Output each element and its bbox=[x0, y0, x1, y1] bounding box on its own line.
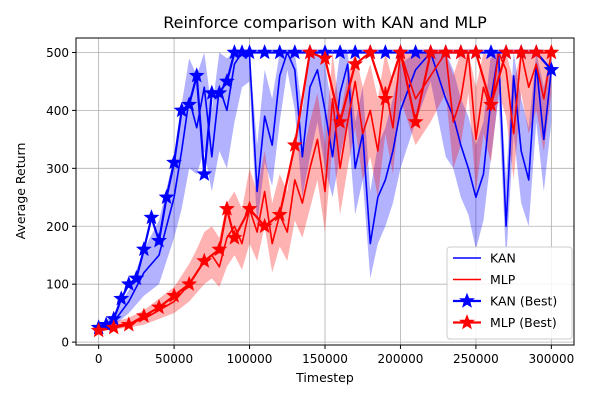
kan-best-point bbox=[113, 290, 130, 306]
mlp-best-point bbox=[513, 44, 530, 60]
mlp-best-point bbox=[483, 96, 499, 112]
mlp-best-point bbox=[181, 275, 198, 291]
y-tick-label: 200 bbox=[46, 220, 69, 234]
mlp-best-point bbox=[256, 217, 273, 233]
kan-best-point bbox=[256, 44, 273, 60]
mlp-best-point bbox=[317, 49, 333, 66]
mlp-best-point bbox=[105, 319, 122, 335]
kan-best-point bbox=[211, 84, 228, 100]
kan-best-point bbox=[271, 44, 288, 60]
mlp-best-point bbox=[407, 113, 424, 129]
y-tick-label: 400 bbox=[46, 104, 69, 118]
x-axis-label: Timestep bbox=[295, 370, 354, 385]
mlp-best-point bbox=[241, 200, 258, 216]
y-tick-label: 100 bbox=[46, 278, 69, 292]
kan-best-point bbox=[377, 44, 394, 60]
mlp-best-point bbox=[226, 229, 243, 245]
kan-best-point bbox=[128, 270, 145, 286]
mlp-best-point bbox=[286, 136, 303, 152]
kan-best-point bbox=[181, 96, 198, 112]
y-axis-label: Average Return bbox=[13, 143, 28, 240]
mlp-best-point bbox=[377, 90, 394, 106]
x-tick-label: 300000 bbox=[528, 352, 574, 366]
mlp-best-point bbox=[120, 316, 137, 332]
kan-best-point bbox=[332, 44, 349, 60]
x-tick-label: 250000 bbox=[453, 352, 499, 366]
kan-best-point bbox=[218, 73, 235, 89]
kan-best-point bbox=[188, 67, 205, 83]
kan-best-point bbox=[158, 188, 175, 205]
mlp-best-point bbox=[347, 55, 364, 71]
mlp-best-point bbox=[528, 44, 545, 60]
mlp-best-point bbox=[135, 307, 152, 323]
mlp-best-point bbox=[301, 44, 318, 60]
y-tick-label: 500 bbox=[46, 46, 69, 60]
mlp-best-point bbox=[452, 44, 469, 60]
kan-best-point bbox=[407, 44, 424, 60]
mlp-best-point bbox=[218, 200, 235, 216]
grid-lines bbox=[76, 38, 574, 345]
kan-best-point bbox=[166, 154, 183, 170]
kan-best-point bbox=[483, 44, 499, 60]
kan-best-point bbox=[196, 165, 213, 181]
kan-best-point bbox=[241, 44, 258, 60]
mlp-best-point bbox=[467, 44, 484, 60]
mlp-best-point bbox=[166, 287, 183, 303]
x-tick-label: 150000 bbox=[302, 352, 348, 366]
legend-label-kan: KAN bbox=[490, 251, 516, 266]
mlp-best-point bbox=[498, 44, 515, 60]
mlp-best-point bbox=[543, 44, 560, 60]
kan-line bbox=[98, 51, 553, 329]
kan-best-point bbox=[151, 232, 167, 248]
mlp-best-point bbox=[422, 44, 439, 60]
kan-best-point bbox=[543, 61, 560, 77]
legend-label-kan-best: KAN (Best) bbox=[490, 294, 557, 309]
mlp-best-point bbox=[90, 322, 107, 338]
series-markers bbox=[90, 44, 560, 338]
kan-best-point bbox=[286, 44, 303, 60]
x-tick-label: 50000 bbox=[155, 352, 193, 366]
kan-band bbox=[98, 52, 552, 331]
y-tick-label: 0 bbox=[61, 336, 69, 350]
x-tick-label: 200000 bbox=[378, 352, 424, 366]
legend-label-mlp: MLP bbox=[490, 272, 516, 287]
mlp-best-point bbox=[196, 252, 213, 268]
y-tick-label: 300 bbox=[46, 162, 69, 176]
mlp-best-point bbox=[332, 113, 349, 129]
legend-marker-mlp-best bbox=[459, 314, 475, 330]
legend: KAN MLP KAN (Best) MLP (Best) bbox=[446, 246, 573, 340]
mlp-best-point bbox=[362, 44, 379, 60]
mlp-best-point bbox=[271, 206, 288, 222]
mlp-best-point bbox=[151, 299, 167, 315]
mlp-best-point bbox=[392, 44, 409, 60]
kan-best-point bbox=[347, 44, 364, 60]
x-tick-label: 0 bbox=[95, 352, 103, 366]
y-axis-ticks: 0 100 200 300 400 500 bbox=[46, 46, 76, 350]
mlp-best-point bbox=[211, 241, 228, 257]
chart-title: Reinforce comparison with KAN and MLP bbox=[163, 13, 487, 32]
kan-best-point bbox=[135, 241, 152, 257]
x-tick-label: 100000 bbox=[227, 352, 273, 366]
x-axis-ticks: 0 50000 100000 150000 200000 250000 300000 bbox=[95, 345, 574, 366]
legend-marker-kan-best bbox=[459, 292, 475, 308]
legend-label-mlp-best: MLP (Best) bbox=[490, 315, 557, 330]
kan-best-point bbox=[143, 209, 160, 225]
mlp-best-point bbox=[437, 44, 454, 60]
legend-box bbox=[446, 246, 573, 340]
